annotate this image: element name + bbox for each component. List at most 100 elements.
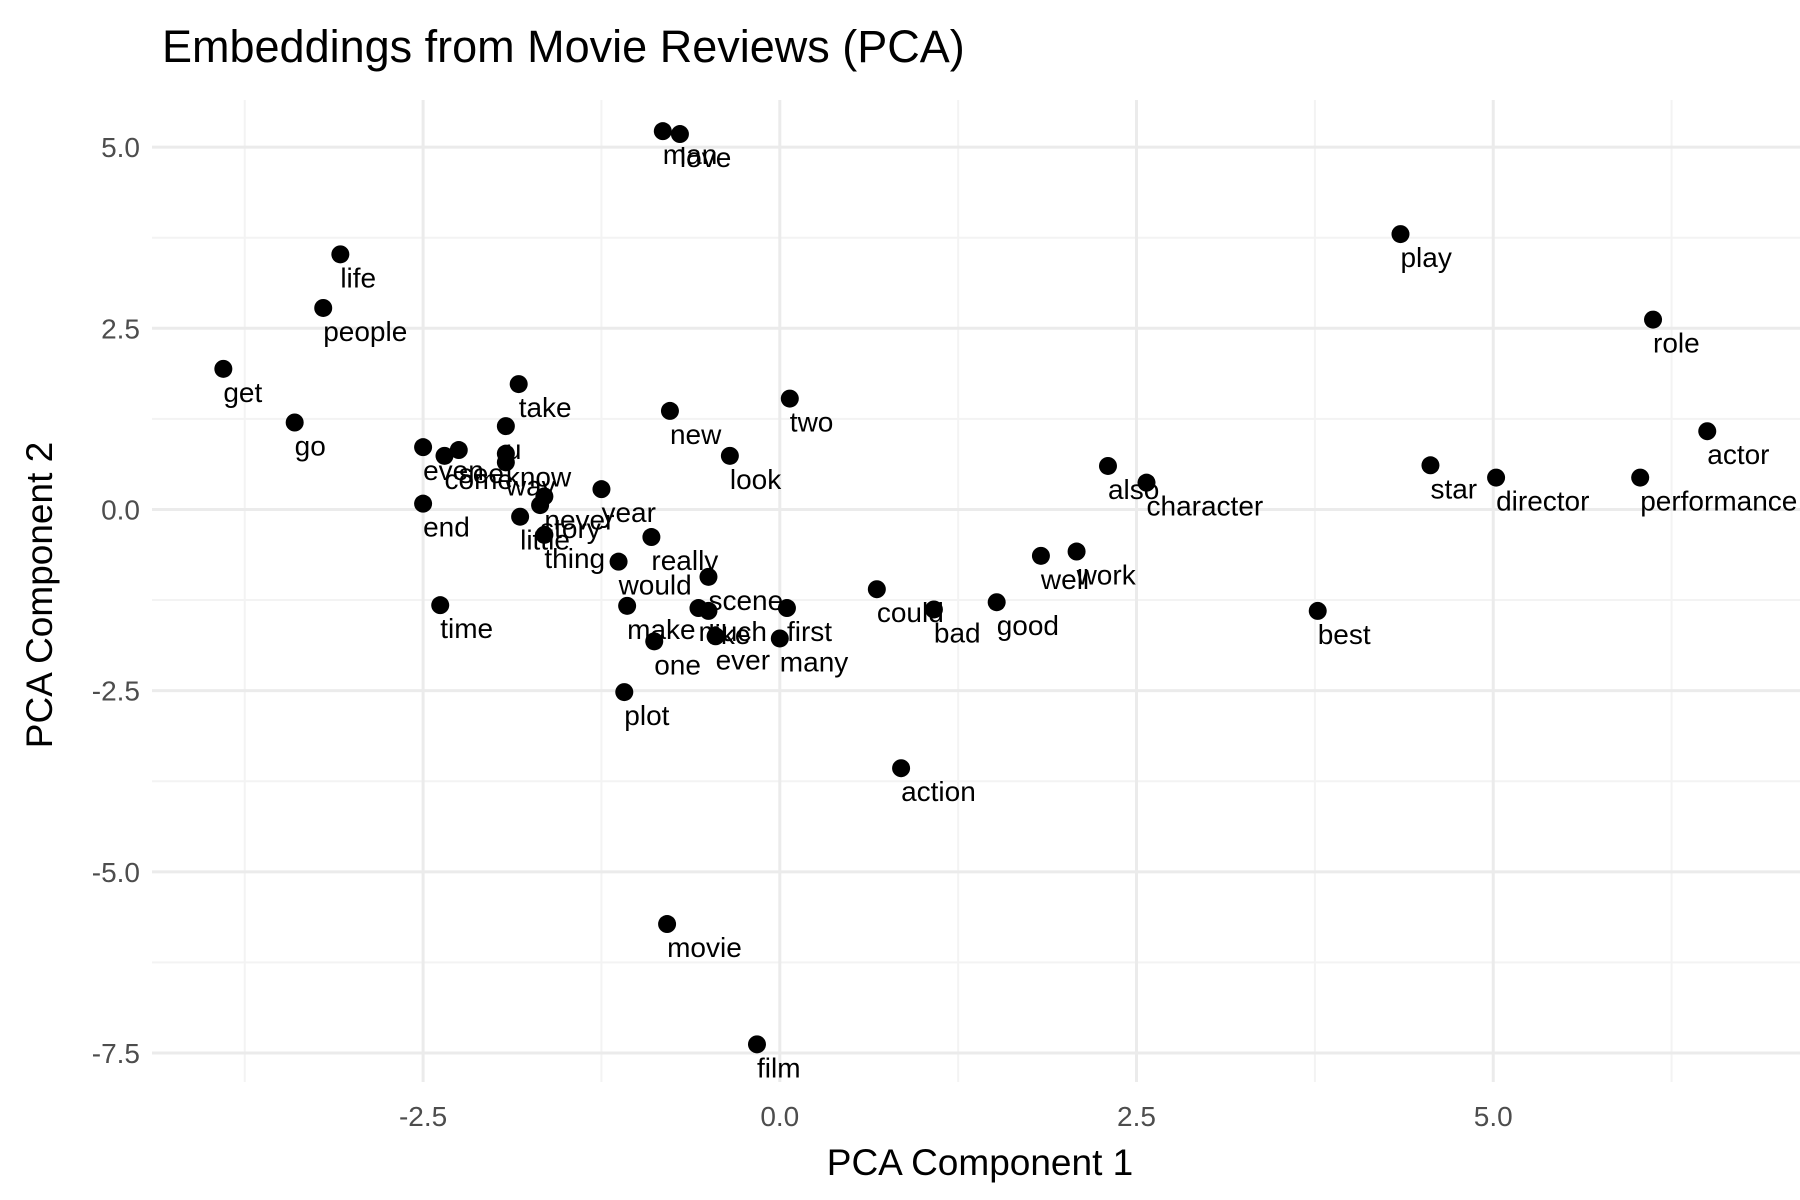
point-label: best [1318,619,1371,650]
point-label: love [680,142,731,173]
data-point [531,496,550,515]
y-tick-label: 5.0 [101,132,140,163]
x-axis-ticks: -2.5 0.0 2.5 5.0 [399,1101,1513,1132]
y-tick-label: 0.0 [101,494,140,525]
y-tick-label: -2.5 [92,676,140,707]
data-point [770,629,789,648]
data-point [592,480,611,499]
data-point [1421,456,1440,475]
point-label: come [445,464,513,495]
data-point [496,417,515,436]
data-point [1308,601,1327,620]
data-point [314,298,333,317]
data-point [699,567,718,586]
data-point [435,446,454,465]
point-label: performance [1640,486,1797,517]
point-label: see [459,458,504,489]
point-label: plot [624,700,669,731]
point-label: little [520,525,570,556]
point-label: make [627,614,695,645]
point-label: way [505,470,556,501]
data-point [1067,542,1086,561]
data-point [892,759,911,778]
point-label: one [654,649,701,680]
data-point [449,441,468,460]
point-label: year [601,497,655,528]
point-label: new [670,419,722,450]
x-tick-label: 0.0 [760,1101,799,1132]
chart-title: Embeddings from Movie Reviews (PCA) [162,21,965,72]
data-point [987,593,1006,612]
point-label: much [698,616,766,647]
data-point [414,438,433,457]
y-tick-label: -7.5 [92,1038,140,1069]
data-point [660,401,679,420]
data-point [431,596,450,615]
y-axis-title: PCA Component 2 [19,442,60,748]
point-label: first [787,616,832,647]
data-point [780,389,799,408]
point-label: work [1076,560,1137,591]
data-point [1391,225,1410,244]
point-label: story [540,513,601,544]
data-point [706,627,725,646]
data-point [535,525,554,544]
x-tick-label: 2.5 [1117,1101,1156,1132]
data-point [699,601,718,620]
point-label: ever [716,644,770,675]
point-label: star [1430,473,1477,504]
point-label: life [340,262,376,293]
data-point [496,444,515,463]
data-point [777,599,796,618]
point-label: two [790,407,834,438]
data-point [1631,468,1650,487]
data-point [867,580,886,599]
point-label: director [1496,486,1589,517]
y-axis-ticks: -7.5 -5.0 -2.5 0.0 2.5 5.0 [92,132,140,1069]
data-point [1031,546,1050,565]
minor-gridlines [152,100,1800,1082]
data-point [1698,422,1717,441]
data-point [509,375,528,394]
data-point [615,683,634,702]
data-point [658,915,677,934]
point-label: go [295,431,326,462]
point-label: get [223,377,262,408]
point-label: role [1653,328,1700,359]
point-label: action [901,776,976,807]
data-point [653,122,672,141]
point-label: character [1147,491,1264,522]
data-point [1644,310,1663,329]
y-tick-label: -5.0 [92,857,140,888]
point-label: time [440,613,493,644]
data-point [414,494,433,513]
x-axis-title: PCA Component 1 [827,1142,1133,1183]
point-label: film [757,1052,801,1083]
data-points [214,122,1717,1054]
point-label: bad [934,617,981,648]
data-point [670,125,689,144]
point-label: know [506,462,572,493]
point-label: really [651,545,718,576]
point-label: could [877,597,944,628]
data-point [1137,473,1156,492]
data-point [747,1035,766,1054]
point-label: look [730,464,782,495]
point-label: actor [1707,439,1769,470]
data-point [924,600,943,619]
major-gridlines [152,100,1800,1082]
point-label: also [1108,474,1159,505]
point-label: people [323,316,407,347]
data-point [645,632,664,651]
point-label: take [519,392,572,423]
point-label: many [780,646,848,677]
data-point [618,596,637,615]
point-label: movie [667,932,742,963]
point-label: would [618,570,692,601]
data-point [285,413,304,432]
y-tick-label: 2.5 [101,313,140,344]
point-label: even [423,455,484,486]
point-label: end [423,512,470,543]
point-label: never [544,504,614,535]
